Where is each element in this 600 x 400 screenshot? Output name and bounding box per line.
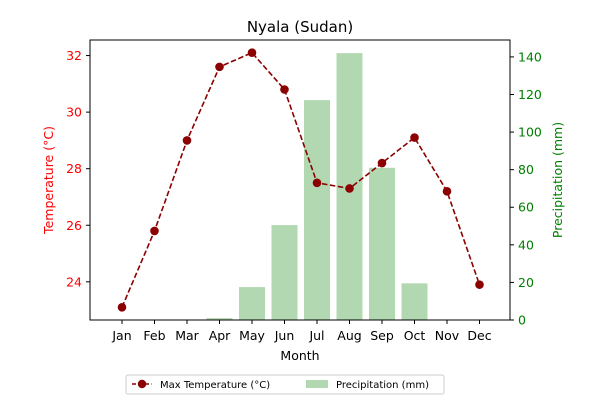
legend-box xyxy=(125,374,445,395)
y-right-tick-label: 140 xyxy=(518,49,542,64)
y-right-tick-label: 80 xyxy=(518,162,534,177)
x-tick-label: Sep xyxy=(370,328,394,343)
y-axis-right: 0 20 40 60 80 100 120 140 xyxy=(510,49,542,328)
legend: Max Temperature (°C) Precipitation (mm) xyxy=(125,374,445,395)
y-right-tick-label: 60 xyxy=(518,200,534,215)
y-right-tick-label: 100 xyxy=(518,125,542,140)
precip-bar-oct xyxy=(401,283,428,320)
y-right-tick-label: 0 xyxy=(518,313,526,328)
temp-point-feb xyxy=(150,226,159,236)
legend-label-temperature: Max Temperature (°C) xyxy=(160,380,270,391)
x-tick-label: Dec xyxy=(467,328,491,343)
y-axis-left-label: Temperature (°C) xyxy=(41,126,56,235)
x-tick-label: Aug xyxy=(337,328,361,343)
x-axis: Jan Feb Mar Apr May Jun Jul Aug Sep Oct Nov Dec xyxy=(111,320,492,343)
x-tick-label: Jul xyxy=(308,328,324,343)
chart-title: Nyala (Sudan) xyxy=(247,18,353,36)
temperature-line xyxy=(121,51,481,308)
temp-point-nov xyxy=(442,187,452,196)
y-right-tick-label: 20 xyxy=(518,275,534,290)
y-right-tick-label: 40 xyxy=(518,237,534,252)
x-tick-label: Oct xyxy=(404,328,426,343)
x-tick-label: Nov xyxy=(435,328,460,343)
temp-point-sep xyxy=(377,158,387,168)
temperature-line-layer xyxy=(117,48,484,312)
precip-bar-jun xyxy=(271,225,298,320)
x-tick-label: May xyxy=(239,328,265,343)
y-left-tick-label: 32 xyxy=(66,48,82,63)
temp-point-mar xyxy=(182,136,192,145)
temp-point-jun xyxy=(280,85,289,94)
plot-frame xyxy=(89,39,511,321)
x-tick-label: Jan xyxy=(111,328,131,343)
temp-point-oct xyxy=(410,133,419,142)
legend-bar-swatch xyxy=(306,380,328,388)
precip-bar-apr xyxy=(206,318,233,320)
temp-point-aug xyxy=(345,184,354,193)
y-axis-right-label: Precipitation (mm) xyxy=(550,122,565,238)
x-axis-label: Month xyxy=(280,348,319,363)
legend-marker-swatch xyxy=(137,379,147,389)
x-tick-label: Mar xyxy=(175,328,199,343)
y-right-tick-label: 120 xyxy=(518,87,542,102)
x-tick-label: Jun xyxy=(274,328,295,343)
temp-point-jan xyxy=(117,302,127,312)
precip-bar-may xyxy=(239,287,265,320)
x-tick-label: Apr xyxy=(209,328,231,343)
y-left-tick-label: 24 xyxy=(66,274,82,289)
temp-point-apr xyxy=(215,62,224,72)
precip-bar-jul xyxy=(304,100,330,320)
temp-point-may xyxy=(247,48,257,58)
y-left-tick-label: 30 xyxy=(66,105,82,120)
y-left-tick-label: 28 xyxy=(66,161,82,176)
temp-point-jul xyxy=(312,178,322,188)
temp-point-dec xyxy=(475,280,484,289)
x-tick-label: Feb xyxy=(143,328,165,343)
legend-label-precipitation: Precipitation (mm) xyxy=(336,380,429,391)
precip-bar-sep xyxy=(369,167,395,320)
y-left-tick-label: 26 xyxy=(66,218,82,233)
y-axis-left: 24 26 28 30 32 xyxy=(66,48,90,289)
